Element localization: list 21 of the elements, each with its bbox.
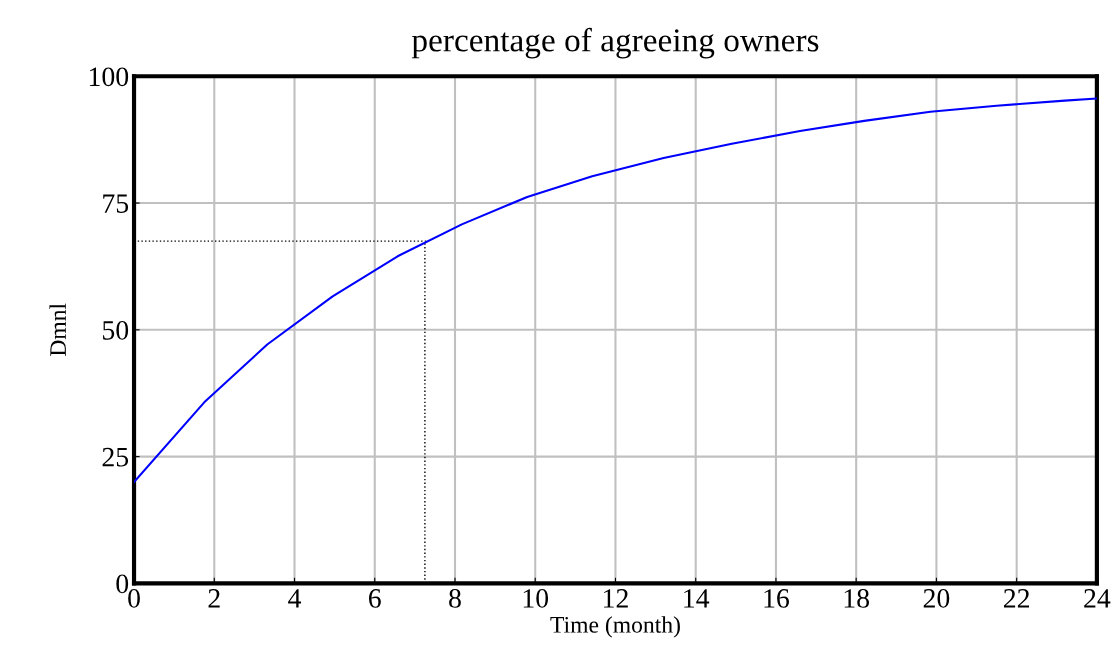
chart-title: percentage of agreeing owners <box>411 27 819 59</box>
y-tick-label: 100 <box>89 67 129 87</box>
x-tick-label: 22 <box>1003 589 1030 608</box>
y-tick-label: 0 <box>116 574 129 594</box>
x-tick-label: 10 <box>523 589 549 608</box>
y-tick-label: 25 <box>102 447 129 467</box>
y-tick-label: 75 <box>103 194 129 213</box>
x-tick-label: 20 <box>923 589 950 608</box>
x-tick-label: 2 <box>208 589 220 608</box>
x-tick-label: 14 <box>684 589 710 608</box>
x-tick-label: 8 <box>449 589 461 608</box>
x-tick-label: 4 <box>288 589 302 608</box>
x-tick-label: 18 <box>844 589 870 608</box>
x-tick-label: 24 <box>1084 589 1111 608</box>
x-tick-label: 16 <box>764 589 789 608</box>
y-tick-label: 50 <box>103 320 129 340</box>
x-tick-label: 6 <box>369 589 381 608</box>
line-series <box>134 97 1097 483</box>
y-axis-title: Dmnl <box>49 303 66 357</box>
x-axis-title: Time (month) <box>550 616 680 638</box>
x-tick-label: 12 <box>604 589 628 608</box>
